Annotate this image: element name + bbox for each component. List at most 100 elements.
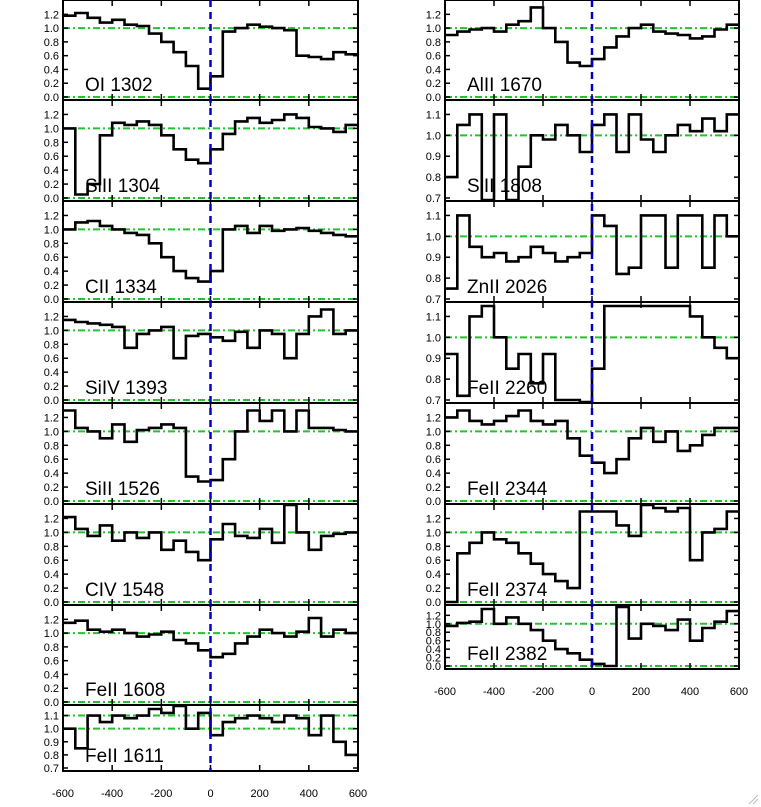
- y-tick-label: 0.6: [426, 636, 441, 648]
- ion-label: AlII 1670: [467, 75, 542, 96]
- y-tick-label: 0.6: [44, 353, 59, 365]
- panel-oi-1302: 0.0 0.2 0.40.6 0.8 1.0 1.2 OI 1302: [44, 0, 359, 104]
- y-tick-label: 0.2: [426, 653, 441, 665]
- y-tick-label: 1.0: [426, 332, 441, 344]
- x-tick-label: 0: [207, 788, 213, 800]
- ion-label: FeII 2260: [467, 378, 547, 399]
- panel-cii-1334: 0.0 0.2 0.4 0.6 0.8 1.0 1.2 CII 1334: [44, 200, 359, 306]
- y-tick-label: 0.4: [44, 669, 59, 681]
- y-tick-label: 0.2: [44, 179, 59, 191]
- y-tick-label: 0.4: [426, 468, 441, 480]
- y-tick-label: 1.1: [426, 109, 441, 121]
- y-tick-label: 0.4: [44, 367, 59, 379]
- y-tick-label: 0.7: [44, 763, 59, 775]
- y-tick-label: 0.9: [44, 737, 59, 749]
- ion-label: SiIV 1393: [85, 378, 167, 399]
- y-tick-label: 1.0: [426, 130, 441, 142]
- spectrum-trace: [445, 304, 739, 404]
- y-tick-label: 0.8: [426, 374, 441, 386]
- y-tick-label: 1.2: [426, 513, 441, 525]
- ion-label: FeII 1611: [85, 746, 164, 767]
- y-tick-label: 0.6: [426, 555, 441, 567]
- y-tick-label: 0.2: [426, 78, 441, 90]
- y-tick-label: 0.8: [426, 273, 441, 285]
- y-tick-label: 0.7: [426, 294, 441, 306]
- y-tick-label: 0.0: [426, 597, 441, 609]
- y-tick-label: 0.9: [426, 252, 441, 264]
- y-tick-label: 0.7: [426, 395, 441, 407]
- ion-label: FeII 1608: [85, 680, 165, 701]
- panel-siii-1304: 0.0 0.2 0.4 0.6 0.8 1.0 1.2 SiII 1304: [44, 99, 359, 205]
- x-tick-label: -400: [483, 686, 505, 698]
- y-tick-label: 0.4: [426, 569, 441, 581]
- y-tick-label: 0.6: [426, 454, 441, 466]
- y-tick-label: 0.8: [426, 541, 441, 553]
- y-tick-label: 0.8: [426, 440, 441, 452]
- y-tick-label: 0.2: [44, 583, 59, 595]
- y-tick-label: 1.2: [44, 412, 59, 424]
- x-tick-label: -600: [52, 788, 74, 800]
- x-tick-label: 600: [349, 788, 367, 800]
- y-tick-label: 0.0: [426, 496, 441, 508]
- y-tick-label: 0.2: [426, 583, 441, 595]
- x-tick-label: 400: [681, 686, 699, 698]
- ion-label: SiII 1808: [467, 176, 542, 197]
- spectra-column-2: 0.0 0.2 0.4 0.6 0.8 1.0 1.2 AlII 1670 0.7 0.8 0.9 1…: [426, 0, 748, 698]
- y-tick-label: 1.2: [426, 9, 441, 21]
- y-tick-label: 1.0: [44, 23, 59, 35]
- y-tick-label: 0.8: [44, 339, 59, 351]
- y-tick-label: 0.8: [426, 172, 441, 184]
- y-tick-label: 0.0: [44, 92, 59, 104]
- ion-label: SiII 1304: [85, 176, 160, 197]
- y-tick-label: 0.8: [44, 238, 59, 250]
- y-tick-label: 1.2: [426, 412, 441, 424]
- spectrum-trace: [445, 503, 739, 604]
- y-tick-label: 0.0: [44, 697, 59, 709]
- panel-siiv-1393: 0.0 0.2 0.4 0.6 0.8 1.0 1.2 SiIV 1393: [44, 301, 359, 407]
- ion-label: CIV 1548: [85, 580, 164, 601]
- y-tick-label: 0.8: [44, 440, 59, 452]
- panel-feii-2382: 0.00.20.40.60.81.01.2 FeII 2382: [426, 604, 740, 673]
- y-tick-label: 0.6: [44, 252, 59, 264]
- y-tick-label: 1.0: [426, 426, 441, 438]
- y-tick-label: 1.2: [44, 9, 59, 21]
- y-tick-label: 1.0: [44, 325, 59, 337]
- y-tick-label: 1.2: [426, 610, 441, 622]
- y-tick-label: 0.2: [426, 482, 441, 494]
- y-tick-label: 0.4: [44, 64, 59, 76]
- y-tick-label: 0.0: [44, 294, 59, 306]
- y-tick-label: 0.6: [44, 454, 59, 466]
- x-tick-label: 400: [300, 788, 318, 800]
- y-tick-label: 0.4: [44, 266, 59, 278]
- x-tick-label: 0: [589, 686, 595, 698]
- y-tick-label: 1.1: [44, 711, 59, 723]
- y-tick-label: 1.0: [426, 231, 441, 243]
- y-tick-label: 1.0: [426, 527, 441, 539]
- y-tick-label: 0.2: [44, 683, 59, 695]
- y-tick-label: 0.0: [44, 496, 59, 508]
- y-tick-label: 0.9: [426, 353, 441, 365]
- y-tick-label: 0.6: [44, 151, 59, 163]
- panel-civ-1548: 0.0 0.2 0.4 0.6 0.8 1.0 1.2 CIV 1548: [44, 503, 359, 609]
- spectrum-trace: [63, 503, 358, 562]
- y-tick-label: 0.8: [426, 37, 441, 49]
- panel-znii-2026: 0.7 0.8 0.9 1.0 1.1 ZnII 2026: [426, 200, 740, 306]
- x-tick-label: -200: [150, 788, 172, 800]
- x-tick-label: -400: [101, 788, 123, 800]
- spectrum-trace: [63, 308, 358, 360]
- y-tick-label: 0.6: [44, 555, 59, 567]
- x-tick-label: -200: [532, 686, 554, 698]
- y-tick-label: 1.0: [44, 224, 59, 236]
- spectra-column-1: 0.00.20.40.60.81.01.2OI 13020.00.20.40.6…: [44, 0, 367, 800]
- y-tick-label: 0.6: [44, 51, 59, 63]
- ion-label: FeII 2374: [467, 580, 548, 601]
- y-tick-label: 0.2: [44, 381, 59, 393]
- y-tick-label: 1.0: [44, 724, 59, 736]
- x-tick-label: 200: [250, 788, 268, 800]
- resize-grip-icon: [748, 794, 759, 805]
- ion-label: SiII 1526: [85, 479, 160, 500]
- ion-label: FeII 2344: [467, 479, 548, 500]
- x-tick-label: 200: [632, 686, 650, 698]
- y-tick-label: 0.0: [44, 395, 59, 407]
